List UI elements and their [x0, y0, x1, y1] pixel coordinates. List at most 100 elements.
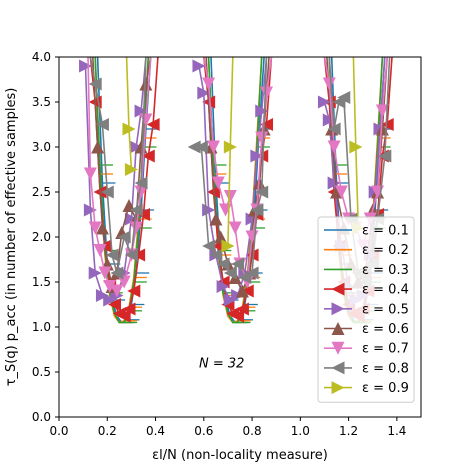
x-tick-label: 1.2 [339, 424, 358, 438]
series-7-point [103, 280, 117, 293]
series-4-point [380, 118, 394, 131]
legend-item: ε = 0.1 [324, 224, 409, 239]
series-5-point [83, 203, 97, 217]
series-4-point [240, 284, 254, 298]
series-8-point [194, 140, 208, 154]
series-8-point [231, 257, 245, 271]
series-4-point [132, 248, 146, 262]
series-4-point [117, 309, 131, 323]
x-tick-label: 0.4 [146, 424, 165, 438]
series-6-line-1 [92, 57, 152, 290]
legend-item: ε = 0.8 [324, 361, 409, 376]
series-5-point [317, 95, 331, 109]
legend-marker [331, 361, 345, 375]
x-axis: 0.0 0.2 0.4 0.6 0.8 1.0 1.2 1.4 [49, 417, 406, 438]
legend-box [317, 216, 415, 403]
legend-marker [331, 341, 345, 355]
series-5-point [216, 280, 230, 293]
series-9-point [349, 140, 363, 154]
series-7-point [327, 140, 341, 154]
y-tick-label: 2.5 [32, 185, 51, 199]
legend: ε = 0.1 ε = 0.2 ε = 0.3 ε = 0.4 ε = 0.5 ε = 0… [317, 216, 415, 403]
legend-item: ε = 0.7 [324, 341, 409, 357]
series-5-point [88, 266, 102, 280]
legend-marker [331, 381, 345, 395]
series-8-point [129, 203, 143, 217]
series-8-point [187, 140, 201, 154]
series-8-point [105, 248, 119, 262]
series-8-point [110, 266, 124, 280]
series-7-point [129, 221, 143, 235]
series-5-point [322, 113, 336, 127]
series-7-point [88, 221, 102, 235]
series-8-point [134, 176, 148, 190]
legend-marker [331, 302, 345, 316]
legend-item: ε = 0.4 [324, 282, 409, 298]
series-8-point [124, 248, 138, 262]
series-7-point [117, 275, 131, 289]
series-8-point [88, 77, 102, 91]
series-4-point [260, 118, 274, 131]
x-tick-label: 0.0 [49, 424, 68, 438]
legend-label: ε = 0.1 [362, 224, 409, 239]
y-tick-label: 0.5 [32, 365, 51, 379]
series-4-point [146, 118, 160, 131]
legend-label: ε = 0.8 [362, 361, 409, 376]
series-9-point [223, 140, 237, 154]
series-5-point [327, 176, 341, 190]
series-5-point [250, 149, 264, 163]
series-7-point [83, 167, 97, 181]
annotation-n: N = 32 [199, 357, 244, 372]
series-7-point [334, 185, 348, 199]
series-4-point [127, 284, 141, 298]
series-9-point [122, 122, 136, 136]
y-tick-label: 2.0 [32, 230, 51, 244]
series-8-point [378, 149, 392, 163]
series-5-point [223, 293, 237, 307]
y-axis-label: τ_S(q) p_acc (in number of effective sam… [4, 88, 19, 387]
series-9-point [221, 239, 235, 253]
legend-item: ε = 0.9 [324, 381, 409, 396]
series-5-point [95, 289, 109, 302]
legend-item: ε = 0.3 [324, 263, 409, 278]
series-8-point [100, 185, 114, 199]
series-9 [122, 57, 365, 253]
x-tick-label: 1.4 [387, 424, 406, 438]
y-tick-label: 1.5 [32, 275, 51, 289]
series-4-point [108, 298, 122, 311]
series-6-point [209, 212, 223, 226]
legend-label: ε = 0.7 [362, 342, 409, 357]
series-7-line-2 [203, 57, 273, 283]
legend-label: ε = 0.2 [362, 243, 409, 258]
y-axis: 0.0 0.5 1.0 1.5 2.0 2.5 3.0 3.5 4.0 [32, 50, 59, 424]
series-7-point [322, 77, 336, 91]
legend-label: ε = 0.5 [362, 302, 409, 317]
series-8-point [327, 122, 341, 136]
series-4-point [136, 208, 150, 221]
series-8-point [255, 185, 269, 199]
series-4-point [231, 309, 245, 323]
y-tick-label: 4.0 [32, 50, 51, 64]
series-5-point [192, 59, 206, 73]
series-4-point [245, 248, 259, 262]
series-5-point [255, 104, 269, 118]
y-tick-label: 3.5 [32, 95, 51, 109]
legend-item: ε = 0.2 [324, 243, 409, 258]
series-5-point [103, 293, 117, 307]
series-8-point [250, 203, 264, 217]
series-6-point [214, 230, 228, 244]
series-7-point [110, 284, 124, 298]
legend-label: ε = 0.9 [362, 381, 409, 396]
x-tick-label: 0.8 [243, 424, 262, 438]
series-7-point [260, 86, 274, 100]
series-8-point [209, 248, 223, 262]
series-8-point [245, 266, 259, 280]
y-tick-label: 0.0 [32, 410, 51, 424]
series-7-point [139, 113, 153, 127]
series-6-point [235, 284, 249, 298]
legend-label: ε = 0.3 [362, 263, 409, 278]
x-tick-label: 0.2 [98, 424, 117, 438]
x-tick-label: 1.0 [291, 424, 310, 438]
series-7-point [223, 190, 237, 203]
series-9-point [124, 163, 138, 176]
